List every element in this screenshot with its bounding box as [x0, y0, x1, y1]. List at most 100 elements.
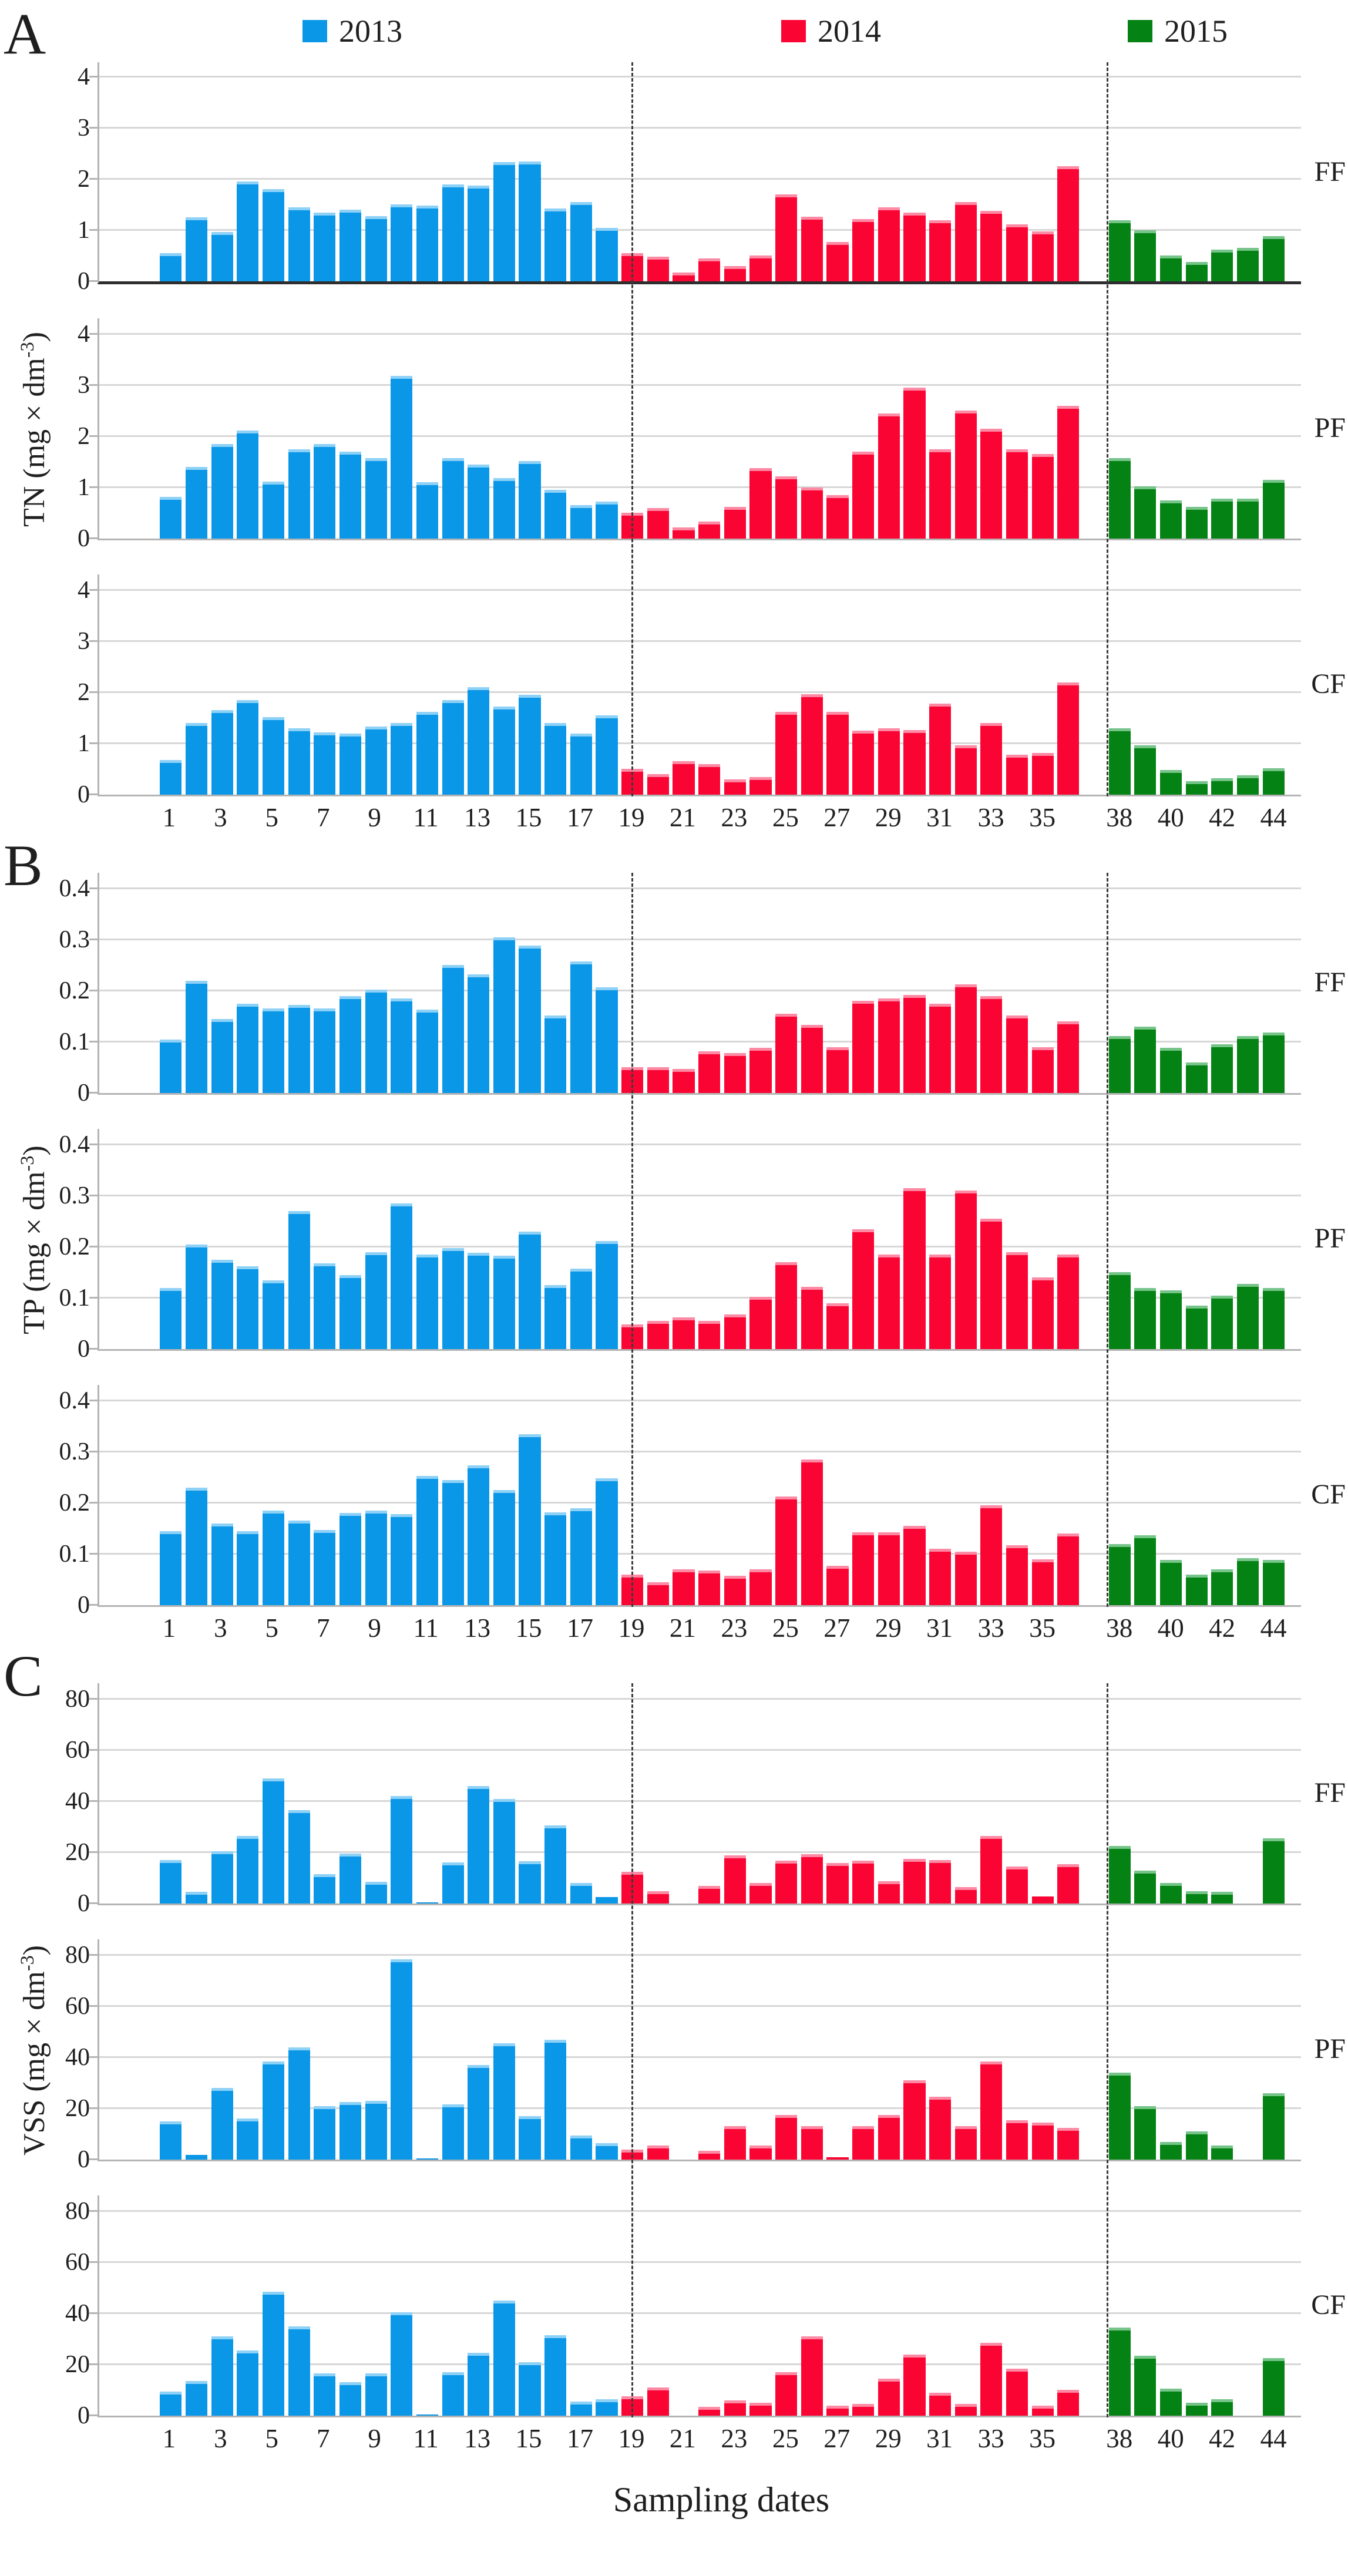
x-tick-label: 35 [1029, 803, 1056, 832]
bar-date-7 [314, 213, 336, 281]
bar-date-22 [698, 1321, 721, 1349]
x-tick-label: 27 [823, 2424, 851, 2453]
x-tick-label: 15 [515, 2424, 542, 2453]
bar-date-3 [211, 2088, 233, 2160]
bar-date-25 [775, 1014, 798, 1093]
bar-date-29 [878, 728, 900, 795]
y-tick-mark [89, 2261, 99, 2263]
panel-letter-c: C [4, 1643, 43, 1709]
bar-date-23 [724, 1855, 746, 1904]
bar-date-18 [596, 1241, 618, 1349]
y-tick-label: 2 [78, 679, 90, 706]
bar-date-14 [493, 162, 515, 281]
bar-date-9 [365, 458, 387, 539]
bar-date-30 [903, 2355, 926, 2416]
y-tick-label: 20 [65, 1839, 90, 1866]
bar-date-9 [365, 2373, 387, 2416]
bar-date-12 [442, 700, 464, 795]
bars-layer [158, 873, 1286, 1093]
bar-date-44 [1262, 1033, 1285, 1093]
bar-date-12 [442, 2104, 464, 2160]
y-tick-mark [89, 1246, 99, 1247]
bar-date-18 [596, 1897, 618, 1904]
bar-date-17 [570, 2136, 592, 2160]
y-tick-label: 40 [65, 2044, 90, 2071]
bar-date-24 [749, 1048, 772, 1093]
bar-date-16 [544, 208, 567, 281]
bar-date-38 [1108, 2073, 1131, 2160]
y-tick-label: 80 [65, 2198, 90, 2225]
x-tick-label: 11 [413, 2424, 439, 2453]
gridline [99, 1451, 1301, 1452]
bar-date-5 [262, 2292, 285, 2416]
bar-date-18 [596, 2399, 618, 2416]
bar-date-5 [262, 189, 285, 281]
x-tick-label: 27 [823, 1613, 851, 1643]
bar-date-12 [442, 2372, 464, 2416]
gridline [99, 2210, 1301, 2212]
bar-date-29 [878, 2115, 900, 2160]
bar-date-36 [1057, 2390, 1080, 2416]
bar-date-26 [801, 487, 823, 539]
y-tick-label: 1 [78, 730, 90, 757]
bar-date-22 [698, 522, 721, 539]
bar-date-24 [749, 2145, 772, 2160]
bar-date-33 [980, 211, 1003, 281]
bar-date-7 [314, 1874, 336, 1904]
bar-date-29 [878, 1255, 900, 1349]
bar-date-20 [647, 2387, 669, 2416]
bar-date-23 [724, 1053, 746, 1093]
bar-date-36 [1057, 1021, 1080, 1093]
bar-date-16 [544, 723, 567, 795]
bar-date-40 [1159, 1048, 1182, 1093]
plot-area: 0 20 40 60 80 [65, 1683, 1301, 1917]
bar-date-28 [852, 2404, 875, 2416]
bar-date-36 [1057, 166, 1080, 281]
bar-date-9 [365, 990, 387, 1093]
site-label-pf: PF [1314, 1222, 1346, 1254]
y-tick-mark [89, 76, 99, 78]
y-tick-label: 20 [65, 2095, 90, 2122]
bar-date-21 [673, 527, 695, 539]
x-tick-label: 1 [162, 2424, 176, 2453]
y-tick-mark [89, 1604, 99, 1606]
bar-date-10 [391, 1959, 413, 2160]
y-tick-label: 0.3 [59, 1438, 90, 1465]
bar-date-32 [954, 2126, 977, 2160]
gridline [99, 1698, 1301, 1700]
x-tick-label: 3 [214, 803, 227, 832]
y-tick-mark [89, 1092, 99, 1094]
bar-date-13 [468, 1253, 490, 1349]
y-tick-label: 0.2 [59, 977, 90, 1004]
bar-date-21 [673, 1069, 695, 1093]
bar-date-20 [647, 1891, 669, 1904]
bar-date-3 [211, 232, 233, 281]
legend-label-2013: 2013 [339, 14, 402, 49]
legend-swatch-2013 [302, 20, 327, 42]
y-tick-mark [89, 486, 99, 488]
bar-date-38 [1108, 1846, 1131, 1904]
x-tick-label: 5 [265, 803, 279, 832]
bars-layer [158, 1683, 1286, 1904]
bar-date-23 [724, 507, 746, 539]
y-tick-label: 0 [78, 268, 90, 295]
bar-date-28 [852, 452, 875, 539]
x-tick-label: 23 [721, 1613, 748, 1643]
bar-date-24 [749, 2403, 772, 2416]
x-tick-label: 17 [567, 803, 593, 832]
gridline [99, 640, 1301, 642]
bar-date-16 [544, 1825, 567, 1904]
bar-date-24 [749, 1883, 772, 1904]
bar-date-43 [1236, 775, 1259, 795]
bar-date-10 [391, 204, 413, 281]
x-tick-label: 7 [316, 1613, 330, 1643]
bar-date-13 [468, 1786, 490, 1904]
bar-date-35 [1031, 1559, 1054, 1605]
bar-date-2 [185, 1245, 208, 1349]
gridline [99, 1851, 1301, 1853]
x-tick-label: 33 [977, 803, 1004, 832]
bar-date-26 [801, 217, 823, 281]
y-tick-label: 60 [65, 2249, 90, 2276]
bar-date-15 [519, 946, 541, 1093]
y-tick-mark [89, 887, 99, 889]
